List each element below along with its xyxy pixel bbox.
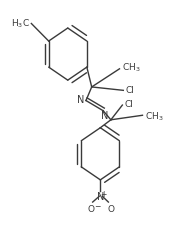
Text: O: O — [87, 204, 94, 213]
Text: +: + — [101, 190, 107, 198]
Text: N: N — [97, 191, 104, 201]
Text: O: O — [107, 204, 114, 213]
Text: CH$_3$: CH$_3$ — [145, 110, 164, 122]
Text: N: N — [77, 94, 85, 104]
Text: N: N — [101, 110, 108, 120]
Text: H$_3$C: H$_3$C — [10, 17, 30, 30]
Text: Cl: Cl — [125, 85, 134, 94]
Text: −: − — [94, 201, 101, 210]
Text: Cl: Cl — [124, 100, 133, 109]
Text: CH$_3$: CH$_3$ — [122, 61, 141, 74]
